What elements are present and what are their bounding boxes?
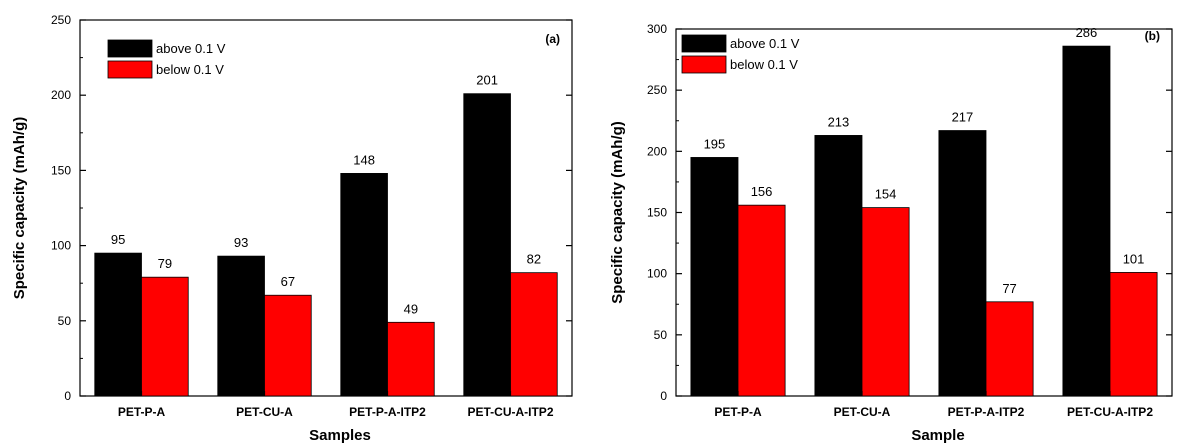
chart-panel-b: 0 50 100 150 200 250 300 195 156 PET-P-A 213 154 PET… (609, 22, 1173, 443)
bar (985, 301, 1034, 397)
y-tick-label: 50 (58, 314, 72, 328)
bar-value-label: 95 (111, 232, 125, 247)
y-tick-label: 0 (660, 389, 667, 403)
bar (387, 321, 435, 397)
panel-label: (b) (1145, 29, 1160, 43)
bar-value-label: 213 (828, 114, 850, 129)
legend-swatch (107, 39, 153, 58)
bar (510, 272, 558, 397)
x-axis-title: Sample (911, 427, 964, 443)
bar-value-label: 195 (704, 136, 726, 151)
bar-value-label: 49 (404, 301, 418, 316)
bar (690, 157, 739, 397)
x-tick-label: PET-P-A-ITP2 (948, 405, 1025, 419)
y-tick-label: 100 (51, 239, 71, 253)
x-tick-label: PET-CU-A (834, 405, 891, 419)
legend-label: below 0.1 V (730, 57, 798, 72)
x-axis-title: Samples (309, 427, 371, 443)
y-axis-title: Specific capacity (mAh/g) (11, 117, 28, 300)
legend-swatch (681, 34, 727, 53)
legend-swatch (107, 60, 153, 79)
y-tick-label: 200 (51, 88, 71, 102)
bar (94, 252, 142, 397)
bar (141, 276, 189, 397)
y-tick-label: 100 (647, 267, 667, 281)
bar-value-label: 101 (1123, 251, 1145, 266)
panel-label: (a) (545, 32, 560, 46)
x-tick-label: PET-P-A (714, 405, 762, 419)
y-tick-label: 150 (647, 206, 667, 220)
legend-label: below 0.1 V (156, 62, 224, 77)
y-tick-label: 200 (647, 144, 667, 158)
bar-value-label: 148 (353, 152, 375, 167)
x-tick-label: PET-P-A (118, 405, 166, 419)
legend-swatch (681, 55, 727, 74)
legend-label: above 0.1 V (156, 41, 226, 56)
x-tick-label: PET-CU-A (236, 405, 293, 419)
legend: above 0.1 V below 0.1 V (107, 39, 226, 79)
x-tick-label: PET-P-A-ITP2 (349, 405, 426, 419)
bar-value-label: 156 (751, 184, 773, 199)
bar (264, 294, 312, 397)
legend-label: above 0.1 V (730, 36, 800, 51)
x-tick-label: PET-CU-A-ITP2 (1067, 405, 1153, 419)
bar (737, 204, 786, 397)
bar (814, 135, 863, 397)
bar-value-label: 79 (158, 256, 172, 271)
y-tick-label: 150 (51, 163, 71, 177)
bar (861, 207, 910, 397)
bar-value-label: 201 (476, 73, 498, 88)
bar-value-label: 217 (952, 110, 974, 125)
bar (1062, 45, 1111, 397)
y-tick-label: 0 (64, 389, 71, 403)
bar-value-label: 93 (234, 235, 248, 250)
bar (463, 93, 511, 397)
legend: above 0.1 V below 0.1 V (681, 34, 800, 74)
bar (938, 130, 987, 397)
bar (1109, 272, 1158, 397)
y-tick-label: 250 (51, 13, 71, 27)
bar-value-label: 154 (875, 187, 897, 202)
bar-value-label: 67 (281, 274, 295, 289)
bar-value-label: 82 (527, 252, 541, 267)
y-axis-title: Specific capacity (mAh/g) (609, 121, 626, 304)
y-tick-label: 250 (647, 83, 667, 97)
x-tick-label: PET-CU-A-ITP2 (467, 405, 553, 419)
bar-value-label: 286 (1076, 25, 1098, 40)
bar (217, 255, 265, 397)
y-tick-label: 300 (647, 22, 667, 36)
bar-value-label: 77 (1002, 281, 1016, 296)
bar (340, 173, 388, 397)
chart-panel-a: 0 50 100 150 200 250 95 79 PET-P-A 93 67 PET-CU-A 14… (11, 13, 573, 443)
y-tick-label: 50 (654, 328, 668, 342)
